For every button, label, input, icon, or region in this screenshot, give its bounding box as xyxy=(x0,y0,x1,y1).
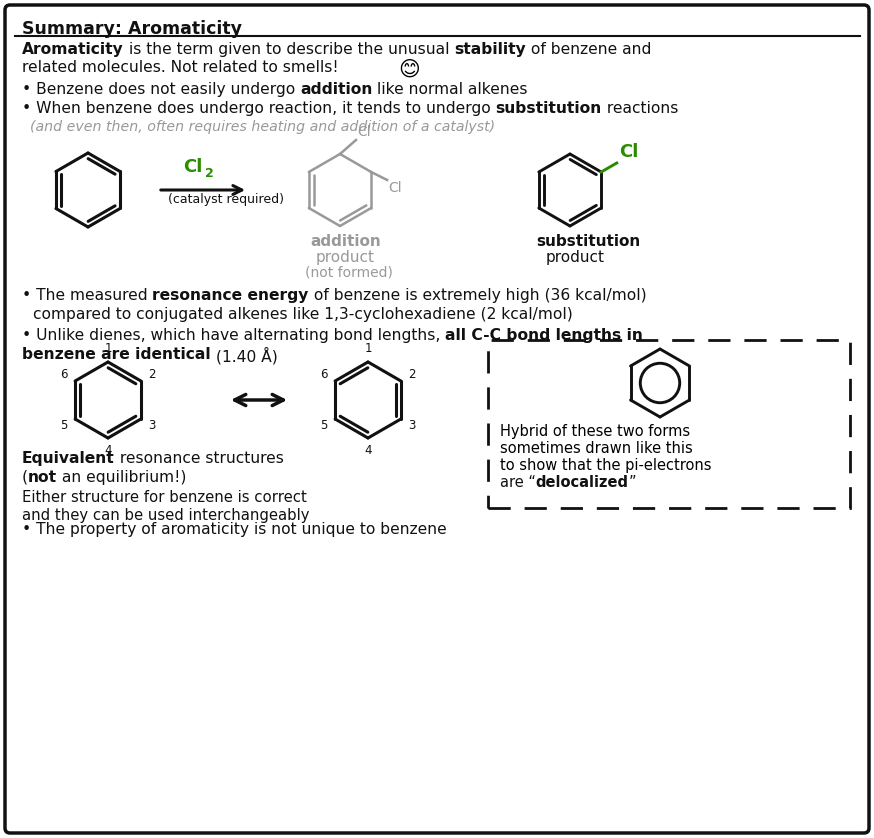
Text: delocalized: delocalized xyxy=(536,475,629,490)
Text: an equilibrium!): an equilibrium!) xyxy=(58,470,187,485)
Text: Aromaticity: Aromaticity xyxy=(22,42,124,57)
Text: 5: 5 xyxy=(320,419,328,432)
Text: (1.40 Å): (1.40 Å) xyxy=(211,347,277,365)
Text: of benzene and: of benzene and xyxy=(526,42,651,57)
Text: 6: 6 xyxy=(320,368,328,381)
Text: addition: addition xyxy=(300,82,372,97)
Text: 2: 2 xyxy=(149,368,156,381)
Text: is the term given to describe the unusual: is the term given to describe the unusua… xyxy=(124,42,454,57)
FancyBboxPatch shape xyxy=(5,5,869,833)
Text: to show that the pi-electrons: to show that the pi-electrons xyxy=(500,458,711,473)
Text: 3: 3 xyxy=(149,419,156,432)
Text: • Unlike dienes, which have alternating bond lengths,: • Unlike dienes, which have alternating … xyxy=(22,328,445,343)
Text: (: ( xyxy=(22,470,28,485)
Text: stability: stability xyxy=(454,42,526,57)
Text: 😊: 😊 xyxy=(398,60,420,80)
Text: Cl: Cl xyxy=(619,143,638,161)
Text: benzene are identical: benzene are identical xyxy=(22,347,211,362)
Text: related molecules. Not related to smells!: related molecules. Not related to smells… xyxy=(22,60,338,75)
Text: 4: 4 xyxy=(104,444,112,458)
Text: addition: addition xyxy=(310,234,381,249)
Text: compared to conjugated alkenes like 1,3-cyclohexadiene (2 kcal/mol): compared to conjugated alkenes like 1,3-… xyxy=(33,307,572,322)
Text: like normal alkenes: like normal alkenes xyxy=(372,82,528,97)
Text: are “: are “ xyxy=(500,475,536,490)
Text: 1: 1 xyxy=(364,343,371,355)
Text: resonance structures: resonance structures xyxy=(114,451,284,466)
Text: Cl: Cl xyxy=(357,125,371,139)
Text: Equivalent: Equivalent xyxy=(22,451,114,466)
Text: 2: 2 xyxy=(205,167,214,180)
Text: and they can be used interchangeably: and they can be used interchangeably xyxy=(22,508,309,523)
Text: Hybrid of these two forms: Hybrid of these two forms xyxy=(500,424,690,439)
Text: sometimes drawn like this: sometimes drawn like this xyxy=(500,441,693,456)
Text: 5: 5 xyxy=(60,419,67,432)
Text: product: product xyxy=(316,250,375,265)
Text: • Benzene does not easily undergo: • Benzene does not easily undergo xyxy=(22,82,300,97)
Text: Cl: Cl xyxy=(388,181,402,195)
Text: resonance energy: resonance energy xyxy=(152,288,309,303)
Text: 6: 6 xyxy=(60,368,67,381)
Text: (catalyst required): (catalyst required) xyxy=(168,193,284,206)
Text: 3: 3 xyxy=(408,419,416,432)
Text: of benzene is extremely high (36 kcal/mol): of benzene is extremely high (36 kcal/mo… xyxy=(309,288,647,303)
Text: • The measured: • The measured xyxy=(22,288,152,303)
Text: 1: 1 xyxy=(104,343,112,355)
Text: substitution: substitution xyxy=(536,234,641,249)
Text: substitution: substitution xyxy=(496,101,602,116)
Text: 4: 4 xyxy=(364,444,371,458)
Text: product: product xyxy=(546,250,605,265)
Text: Summary: Aromaticity: Summary: Aromaticity xyxy=(22,20,242,38)
Text: all C-C bond lengths in: all C-C bond lengths in xyxy=(445,328,643,343)
Text: (not formed): (not formed) xyxy=(305,266,393,280)
Text: ”: ” xyxy=(629,475,636,490)
Text: • The property of aromaticity is not unique to benzene: • The property of aromaticity is not uni… xyxy=(22,522,447,537)
Text: Either structure for benzene is correct: Either structure for benzene is correct xyxy=(22,490,307,505)
Text: not: not xyxy=(28,470,58,485)
Text: (and even then, often requires heating and addition of a catalyst): (and even then, often requires heating a… xyxy=(30,120,496,134)
Text: • When benzene does undergo reaction, it tends to undergo: • When benzene does undergo reaction, it… xyxy=(22,101,496,116)
Text: Cl: Cl xyxy=(183,158,203,176)
Text: 2: 2 xyxy=(408,368,416,381)
FancyBboxPatch shape xyxy=(488,340,850,508)
Text: reactions: reactions xyxy=(602,101,678,116)
